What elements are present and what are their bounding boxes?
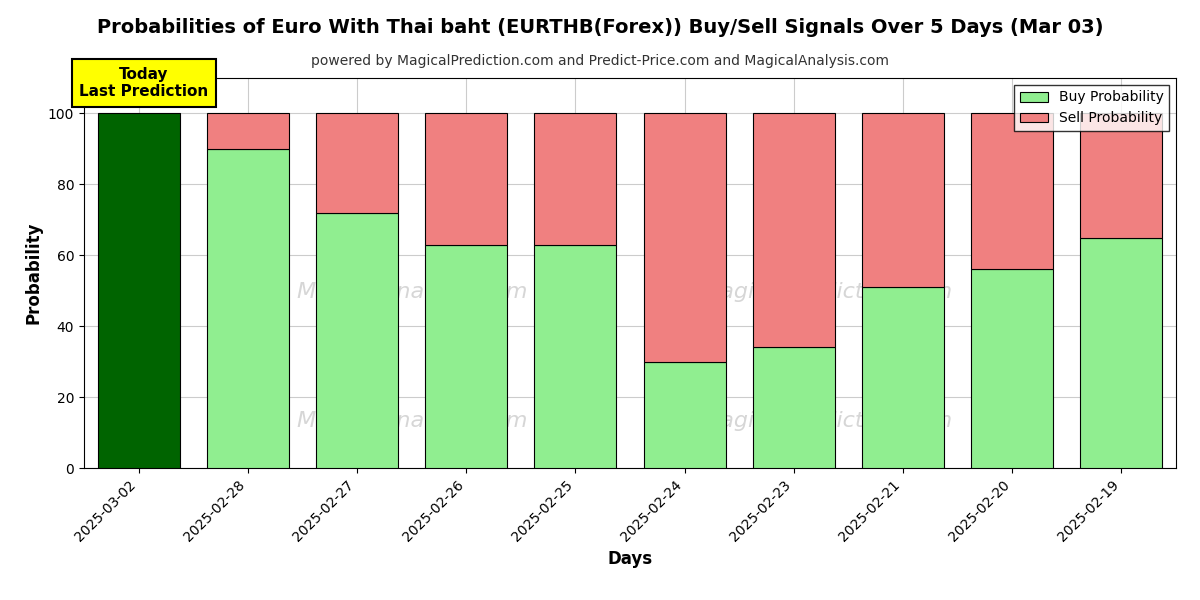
Text: powered by MagicalPrediction.com and Predict-Price.com and MagicalAnalysis.com: powered by MagicalPrediction.com and Pre… <box>311 54 889 68</box>
Bar <box>862 113 944 287</box>
Bar <box>425 113 508 245</box>
Bar <box>1080 113 1163 238</box>
Bar <box>206 113 289 149</box>
Text: MagicalPrediction.com: MagicalPrediction.com <box>701 411 952 431</box>
Text: Today
Last Prediction: Today Last Prediction <box>79 67 209 99</box>
Bar <box>534 113 617 245</box>
Bar <box>643 113 726 362</box>
Bar <box>316 213 398 468</box>
Bar <box>752 347 835 468</box>
Text: MagicalAnalysis.com: MagicalAnalysis.com <box>296 283 527 302</box>
Bar <box>643 362 726 468</box>
Bar <box>534 245 617 468</box>
Text: MagicalAnalysis.com: MagicalAnalysis.com <box>296 411 527 431</box>
Y-axis label: Probability: Probability <box>24 222 42 324</box>
Text: Probabilities of Euro With Thai baht (EURTHB(Forex)) Buy/Sell Signals Over 5 Day: Probabilities of Euro With Thai baht (EU… <box>97 18 1103 37</box>
Bar <box>425 245 508 468</box>
X-axis label: Days: Days <box>607 550 653 568</box>
Bar <box>752 113 835 347</box>
Bar <box>971 269 1054 468</box>
Bar <box>1080 238 1163 468</box>
Bar <box>862 287 944 468</box>
Bar <box>971 113 1054 269</box>
Bar <box>206 149 289 468</box>
Text: MagicalPrediction.com: MagicalPrediction.com <box>701 283 952 302</box>
Bar <box>97 113 180 468</box>
Legend: Buy Probability, Sell Probability: Buy Probability, Sell Probability <box>1014 85 1169 131</box>
Bar <box>316 113 398 213</box>
